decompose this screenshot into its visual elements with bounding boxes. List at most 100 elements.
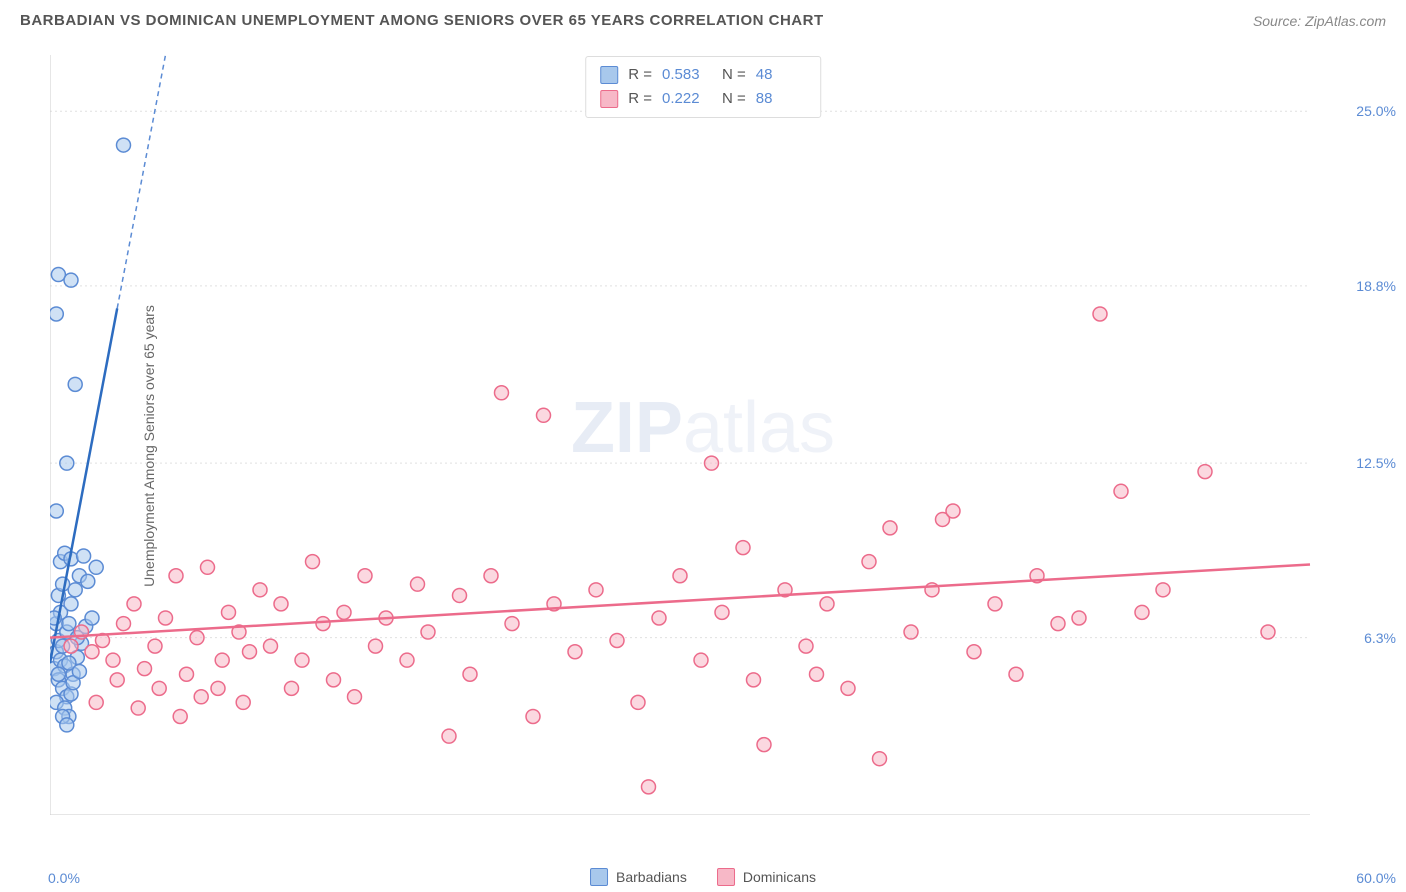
- data-point: [537, 408, 551, 422]
- legend-label: Barbadians: [616, 869, 687, 885]
- data-point: [988, 597, 1002, 611]
- data-point: [211, 681, 225, 695]
- source-attribution: Source: ZipAtlas.com: [1253, 13, 1386, 29]
- data-point: [77, 549, 91, 563]
- data-point: [68, 377, 82, 391]
- data-point: [110, 673, 124, 687]
- stats-r-label: R =: [628, 87, 652, 111]
- data-point: [652, 611, 666, 625]
- legend-swatch: [590, 868, 608, 886]
- data-point: [201, 560, 215, 574]
- legend-item: Dominicans: [717, 868, 816, 886]
- x-max-label: 60.0%: [1356, 870, 1396, 886]
- data-point: [117, 138, 131, 152]
- header: BARBADIAN VS DOMINICAN UNEMPLOYMENT AMON…: [0, 0, 1406, 39]
- series-legend: Barbadians Dominicans: [590, 868, 816, 886]
- data-point: [904, 625, 918, 639]
- data-point: [757, 738, 771, 752]
- data-point: [705, 456, 719, 470]
- data-point: [148, 639, 162, 653]
- data-point: [883, 521, 897, 535]
- legend-label: Dominicans: [743, 869, 816, 885]
- data-point: [810, 667, 824, 681]
- stats-row: R =0.583N =48: [600, 63, 806, 87]
- data-point: [1156, 583, 1170, 597]
- data-point: [51, 667, 65, 681]
- data-point: [131, 701, 145, 715]
- data-point: [236, 695, 250, 709]
- data-point: [1198, 465, 1212, 479]
- stats-r-value: 0.583: [662, 63, 712, 87]
- data-point: [85, 645, 99, 659]
- data-point: [453, 588, 467, 602]
- y-tick-label: 25.0%: [1356, 103, 1396, 119]
- data-point: [117, 617, 131, 631]
- data-point: [81, 574, 95, 588]
- data-point: [106, 653, 120, 667]
- data-point: [56, 577, 70, 591]
- data-point: [736, 541, 750, 555]
- data-point: [526, 709, 540, 723]
- data-point: [60, 718, 74, 732]
- data-point: [568, 645, 582, 659]
- data-point: [64, 639, 78, 653]
- data-point: [194, 690, 208, 704]
- data-point: [715, 605, 729, 619]
- data-point: [495, 386, 509, 400]
- stats-n-value: 88: [756, 87, 806, 111]
- data-point: [1114, 484, 1128, 498]
- plot-area: [50, 55, 1356, 815]
- legend-item: Barbadians: [590, 868, 687, 886]
- data-point: [89, 695, 103, 709]
- data-point: [1261, 625, 1275, 639]
- stats-legend-box: R =0.583N =48R =0.222N =88: [585, 56, 821, 118]
- data-point: [274, 597, 288, 611]
- data-point: [64, 273, 78, 287]
- trend-line-extrapolated: [117, 55, 165, 308]
- y-tick-label: 12.5%: [1356, 455, 1396, 471]
- y-tick-label: 18.8%: [1356, 278, 1396, 294]
- scatter-plot-svg: [50, 55, 1356, 815]
- data-point: [642, 780, 656, 794]
- data-point: [152, 681, 166, 695]
- data-point: [589, 583, 603, 597]
- data-point: [1135, 605, 1149, 619]
- data-point: [190, 631, 204, 645]
- data-point: [89, 560, 103, 574]
- data-point: [820, 597, 834, 611]
- data-point: [327, 673, 341, 687]
- data-point: [799, 639, 813, 653]
- data-point: [60, 456, 74, 470]
- data-point: [1093, 307, 1107, 321]
- data-point: [295, 653, 309, 667]
- data-point: [169, 569, 183, 583]
- data-point: [337, 605, 351, 619]
- data-point: [463, 667, 477, 681]
- data-point: [747, 673, 761, 687]
- data-point: [484, 569, 498, 583]
- data-point: [64, 597, 78, 611]
- data-point: [264, 639, 278, 653]
- stats-swatch: [600, 90, 618, 108]
- data-point: [243, 645, 257, 659]
- chart-title: BARBADIAN VS DOMINICAN UNEMPLOYMENT AMON…: [20, 12, 824, 29]
- data-point: [50, 307, 63, 321]
- stats-r-value: 0.222: [662, 87, 712, 111]
- data-point: [358, 569, 372, 583]
- data-point: [62, 617, 76, 631]
- data-point: [316, 617, 330, 631]
- data-point: [694, 653, 708, 667]
- stats-swatch: [600, 66, 618, 84]
- stats-row: R =0.222N =88: [600, 87, 806, 111]
- data-point: [215, 653, 229, 667]
- stats-r-label: R =: [628, 63, 652, 87]
- data-point: [421, 625, 435, 639]
- data-point: [673, 569, 687, 583]
- data-point: [442, 729, 456, 743]
- data-point: [222, 605, 236, 619]
- data-point: [1051, 617, 1065, 631]
- data-point: [400, 653, 414, 667]
- data-point: [411, 577, 425, 591]
- stats-n-value: 48: [756, 63, 806, 87]
- data-point: [306, 555, 320, 569]
